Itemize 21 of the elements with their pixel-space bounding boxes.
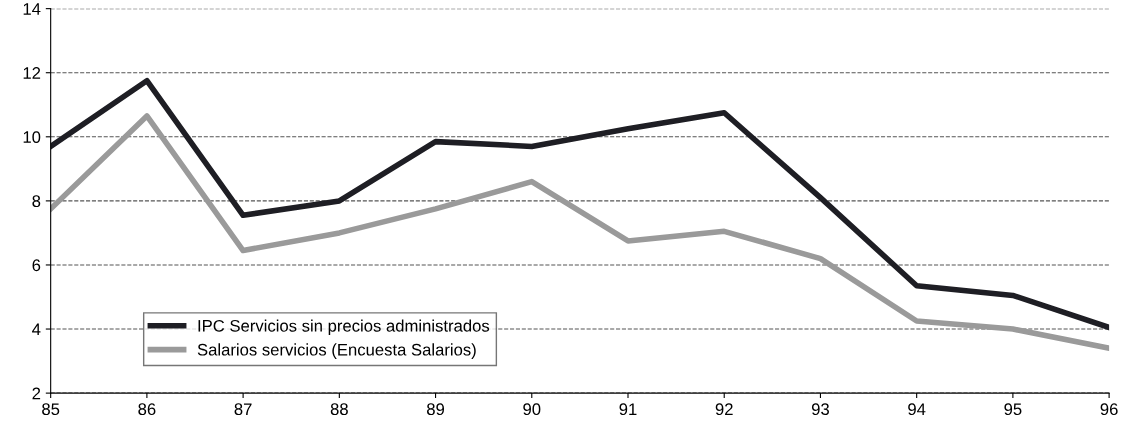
x-tick-label: 95 (1004, 403, 1022, 416)
y-tick-label: 6 (32, 259, 41, 272)
x-tick-label: 96 (1100, 403, 1118, 416)
x-tick-label: 92 (715, 403, 733, 416)
x-tick-label: 86 (138, 403, 156, 416)
y-tick-label: 4 (32, 323, 41, 336)
x-tick-label: 91 (619, 403, 637, 416)
x-tick-label: 85 (42, 403, 60, 416)
legend-label: IPC Servicios sin precios administrados (198, 319, 490, 336)
x-tick-label: 89 (427, 403, 445, 416)
legend-label: Salarios servicios (Encuesta Salarios) (197, 343, 476, 359)
y-tick-label: 8 (32, 195, 41, 208)
y-tick-label: 12 (23, 67, 41, 79)
y-tick-label: 14 (23, 3, 41, 15)
x-tick-label: 94 (908, 403, 926, 416)
x-tick-label: 87 (234, 403, 252, 416)
y-tick-label: 2 (32, 387, 41, 400)
x-tick-label: 88 (330, 403, 348, 416)
x-tick-label: 93 (811, 403, 829, 416)
y-tick-label: 10 (23, 131, 41, 143)
x-tick-label: 90 (523, 403, 541, 416)
